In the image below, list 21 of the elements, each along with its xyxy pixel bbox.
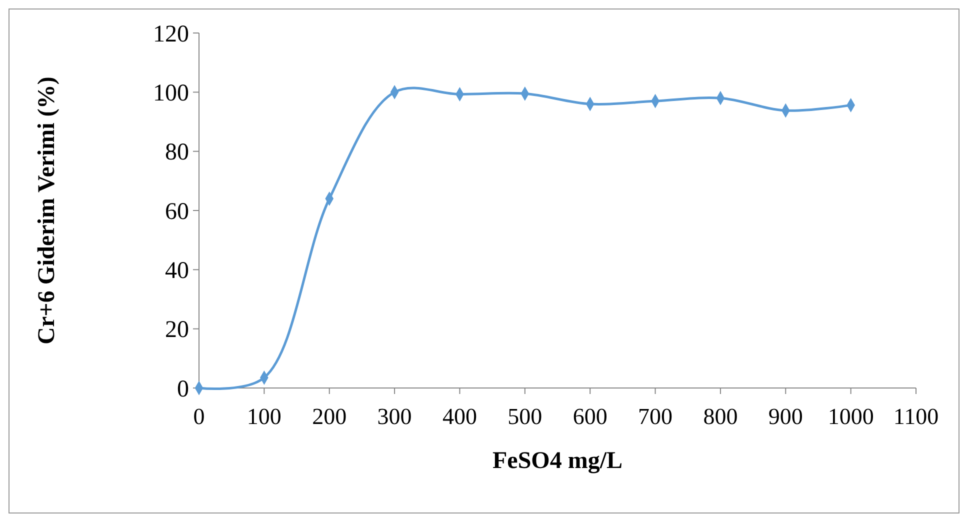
x-tick-label: 700 xyxy=(638,404,673,429)
x-tick-label: 400 xyxy=(442,404,477,429)
x-tick-label: 300 xyxy=(377,404,412,429)
x-tick-label: 900 xyxy=(768,404,803,429)
y-tick-label: 60 xyxy=(165,198,189,225)
y-tick-label: 100 xyxy=(153,80,189,107)
x-tick-label: 1000 xyxy=(828,404,874,429)
x-tick-label: 100 xyxy=(246,404,282,429)
x-tick-label: 600 xyxy=(572,404,608,429)
y-axis-title: Cr+6 Giderim Verimi (%) xyxy=(34,76,60,344)
x-tick-label: 200 xyxy=(312,404,347,429)
y-tick-label: 40 xyxy=(165,258,189,284)
y-tick-label: 120 xyxy=(153,21,189,48)
x-tick-label: 1100 xyxy=(893,404,939,429)
x-axis-title: FeSO4 mg/L xyxy=(492,448,622,474)
x-tick-label: 800 xyxy=(703,404,738,429)
y-tick-label: 20 xyxy=(165,317,189,344)
y-tick-label: 80 xyxy=(165,140,189,166)
y-tick-label: 0 xyxy=(177,376,189,402)
x-tick-label: 500 xyxy=(508,404,542,429)
x-tick-label: 0 xyxy=(193,404,205,429)
